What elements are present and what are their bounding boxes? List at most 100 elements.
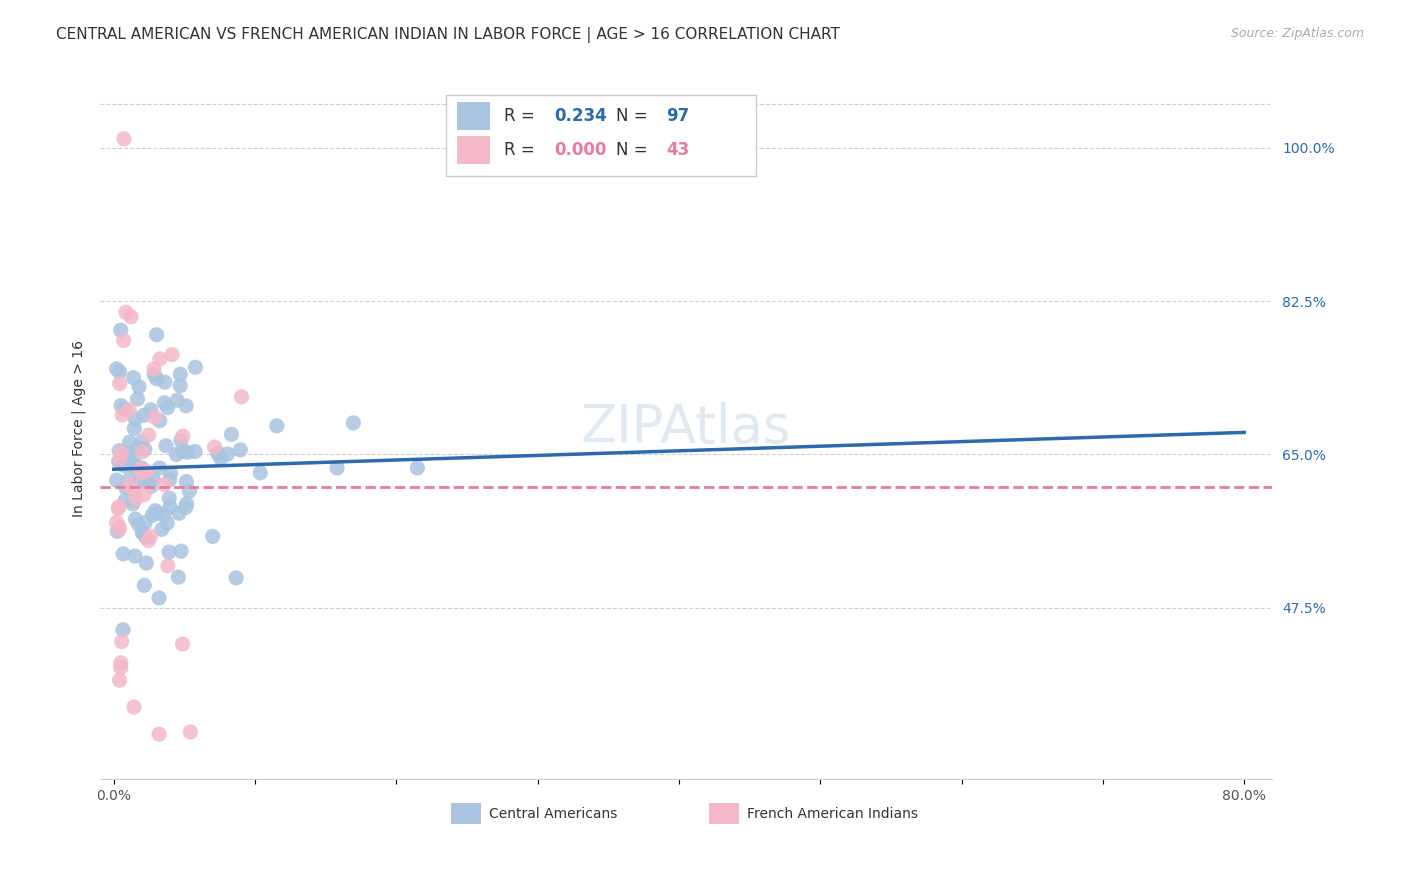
Point	[124, 549, 146, 563]
Point	[127, 442, 149, 456]
Point	[174, 399, 197, 413]
Point	[122, 421, 145, 435]
Point	[179, 725, 201, 739]
Point	[114, 493, 136, 508]
Point	[134, 578, 156, 592]
Point	[176, 445, 198, 459]
Point	[139, 402, 162, 417]
Point	[107, 454, 129, 468]
Point	[132, 464, 155, 478]
Point	[153, 375, 176, 389]
Point	[179, 484, 201, 499]
Point	[156, 401, 179, 415]
Point	[207, 446, 229, 460]
Point	[122, 700, 145, 714]
Point	[110, 399, 132, 413]
Point	[105, 516, 128, 530]
Point	[143, 410, 166, 425]
Point	[139, 479, 162, 493]
Point	[115, 481, 138, 495]
Point	[108, 365, 131, 379]
Point	[124, 512, 146, 526]
Point	[143, 368, 166, 382]
Point	[169, 378, 191, 392]
Point	[153, 396, 176, 410]
Point	[221, 427, 243, 442]
Point	[184, 360, 207, 375]
Point	[169, 367, 191, 381]
Point	[112, 547, 135, 561]
Point	[108, 443, 131, 458]
Point	[159, 473, 181, 487]
Point	[128, 517, 150, 532]
Point	[134, 516, 156, 530]
Point	[134, 475, 156, 490]
Point	[108, 500, 131, 514]
Point	[172, 637, 194, 651]
Point	[118, 402, 141, 417]
Point	[148, 461, 170, 475]
Point	[134, 442, 156, 457]
Point	[135, 469, 157, 483]
Point	[131, 525, 153, 540]
Point	[110, 656, 132, 670]
Point	[131, 434, 153, 449]
Point	[128, 473, 150, 487]
Point	[229, 442, 252, 457]
Text: 0.000: 0.000	[555, 141, 607, 159]
Point	[148, 727, 170, 741]
Point	[112, 458, 135, 473]
Point	[124, 411, 146, 425]
Point	[143, 503, 166, 517]
Point	[131, 461, 153, 475]
Point	[122, 483, 145, 498]
Point	[111, 623, 134, 637]
Point	[125, 491, 148, 506]
Point	[132, 487, 155, 501]
Point	[159, 500, 181, 514]
Point	[172, 429, 194, 443]
Point	[207, 446, 229, 460]
FancyBboxPatch shape	[446, 95, 756, 176]
Point	[131, 525, 153, 540]
Point	[117, 452, 139, 467]
Point	[167, 506, 190, 520]
Point	[149, 414, 172, 428]
Point	[160, 347, 183, 361]
Point	[110, 446, 132, 460]
Point	[326, 461, 349, 475]
Point	[135, 530, 157, 544]
Point	[139, 529, 162, 543]
Point	[114, 305, 136, 319]
Point	[118, 477, 141, 491]
Text: ZIPAtlas: ZIPAtlas	[581, 402, 792, 454]
Point	[176, 497, 198, 511]
Y-axis label: In Labor Force | Age > 16: In Labor Force | Age > 16	[72, 340, 86, 516]
Point	[105, 524, 128, 539]
Text: 43: 43	[666, 141, 689, 159]
Point	[156, 516, 179, 530]
Point	[406, 461, 429, 475]
Point	[153, 477, 176, 491]
Point	[108, 520, 131, 534]
Point	[111, 634, 134, 648]
Point	[138, 428, 160, 442]
Text: CENTRAL AMERICAN VS FRENCH AMERICAN INDIAN IN LABOR FORCE | AGE > 16 CORRELATION: CENTRAL AMERICAN VS FRENCH AMERICAN INDI…	[56, 27, 841, 43]
Point	[174, 500, 197, 515]
Point	[156, 558, 179, 573]
Point	[266, 418, 288, 433]
Point	[141, 508, 163, 523]
Point	[110, 660, 132, 674]
Text: 97: 97	[666, 107, 689, 125]
Point	[135, 464, 157, 478]
Point	[131, 466, 153, 480]
Point	[122, 370, 145, 384]
Point	[129, 461, 152, 475]
Point	[148, 591, 170, 605]
Point	[155, 439, 177, 453]
Point	[118, 471, 141, 485]
Point	[157, 491, 180, 505]
Point	[145, 327, 167, 342]
Text: Source: ZipAtlas.com: Source: ZipAtlas.com	[1230, 27, 1364, 40]
Text: N =: N =	[616, 107, 652, 125]
